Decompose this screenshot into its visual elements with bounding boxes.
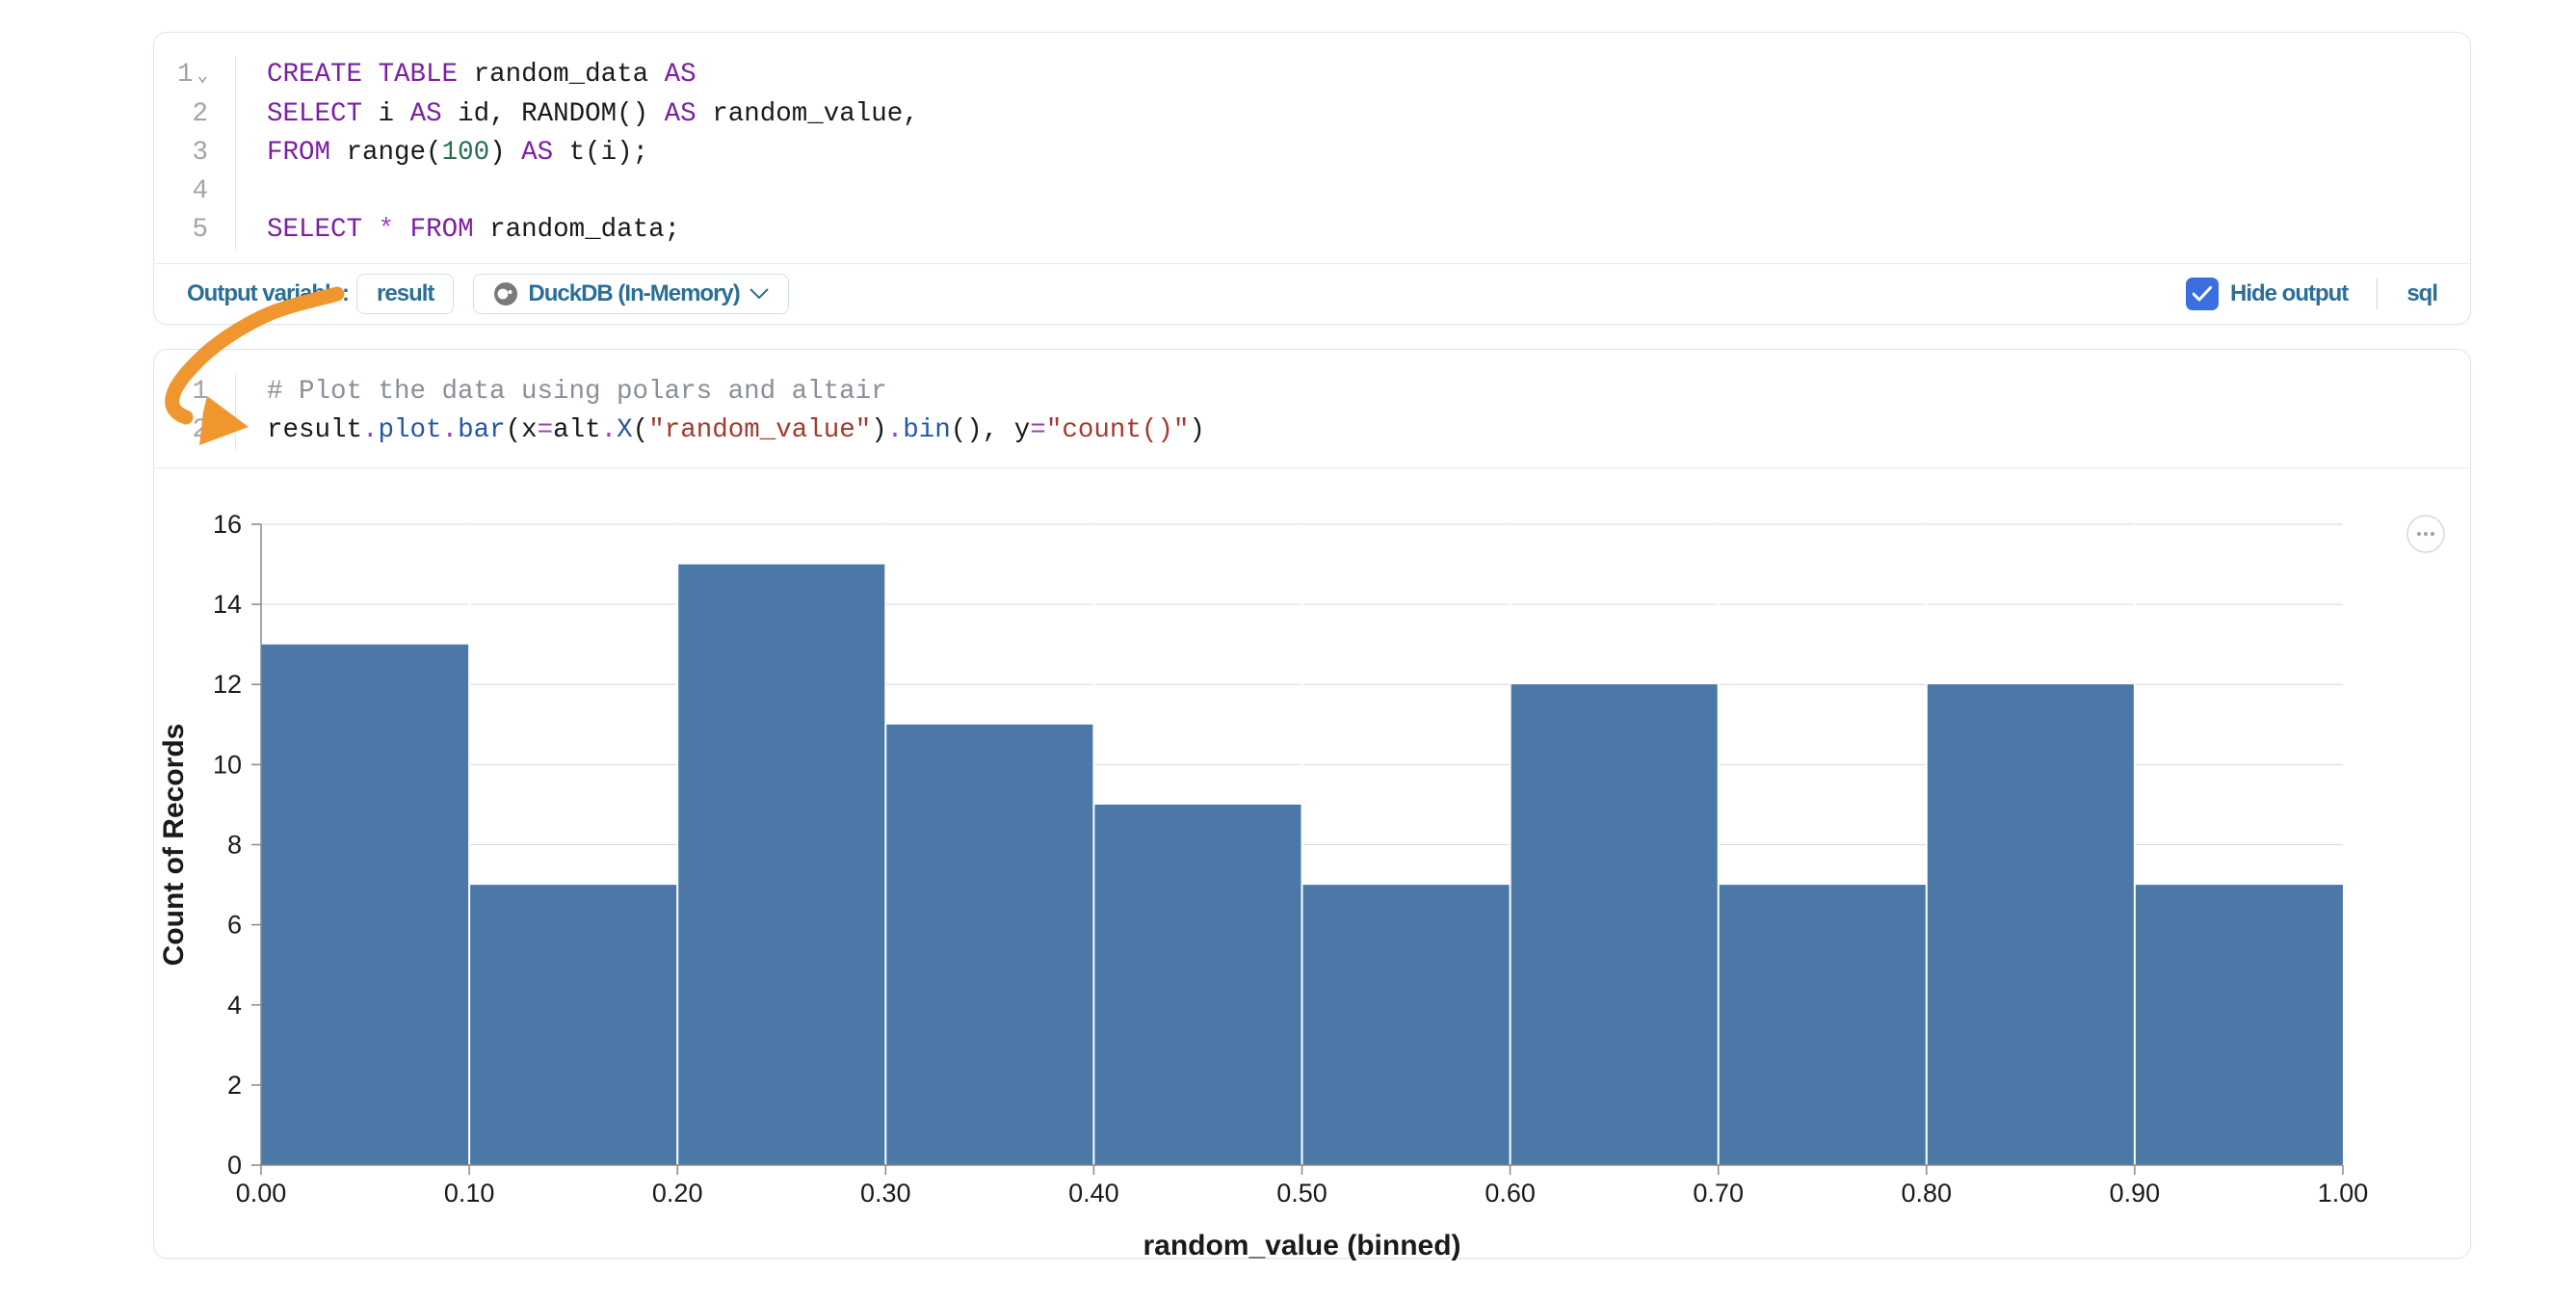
- svg-text:0.40: 0.40: [1068, 1179, 1119, 1208]
- svg-text:1.00: 1.00: [2318, 1179, 2369, 1208]
- svg-text:0.80: 0.80: [1902, 1179, 1953, 1208]
- svg-text:4: 4: [227, 991, 242, 1020]
- svg-text:0.00: 0.00: [236, 1179, 287, 1208]
- svg-text:2: 2: [227, 1071, 242, 1100]
- svg-text:Count of Records: Count of Records: [158, 724, 190, 967]
- svg-text:0.70: 0.70: [1693, 1179, 1744, 1208]
- svg-text:0.10: 0.10: [444, 1179, 495, 1208]
- svg-text:16: 16: [213, 510, 242, 539]
- svg-text:10: 10: [213, 750, 242, 779]
- svg-text:14: 14: [213, 590, 242, 619]
- svg-text:6: 6: [227, 911, 242, 940]
- svg-text:0.30: 0.30: [860, 1179, 911, 1208]
- svg-text:0: 0: [227, 1151, 242, 1180]
- svg-text:8: 8: [227, 831, 242, 860]
- svg-text:12: 12: [213, 670, 242, 699]
- svg-text:0.60: 0.60: [1485, 1179, 1536, 1208]
- svg-text:0.90: 0.90: [2110, 1179, 2161, 1208]
- svg-text:0.50: 0.50: [1276, 1179, 1327, 1208]
- svg-text:random_value (binned): random_value (binned): [1143, 1230, 1460, 1261]
- svg-text:0.20: 0.20: [652, 1179, 703, 1208]
